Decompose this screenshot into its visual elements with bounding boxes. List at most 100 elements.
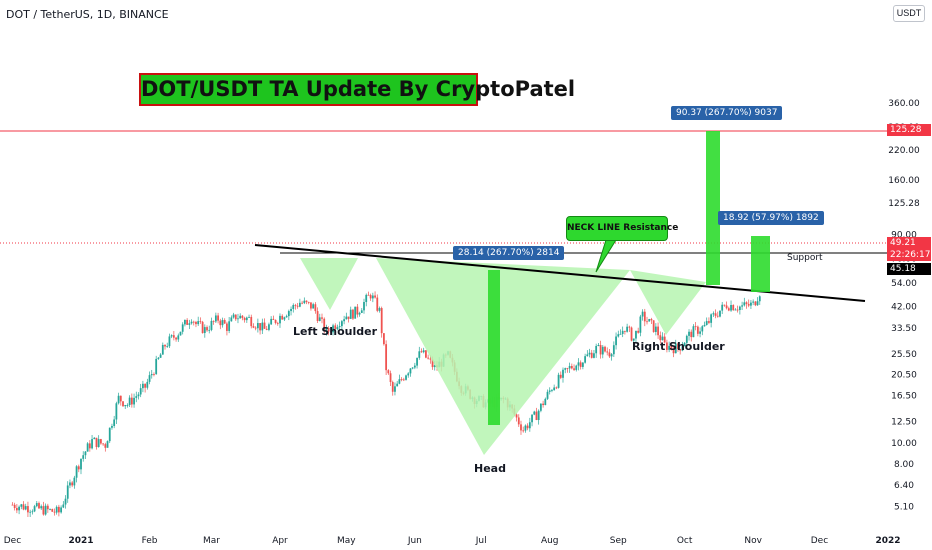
candle-body	[268, 324, 270, 330]
candle-body	[84, 451, 87, 456]
candle-body	[581, 362, 584, 367]
candle-body	[376, 297, 379, 311]
candle-body	[551, 390, 553, 391]
measure-tag-pattern: 28.14 (267.70%) 2814	[453, 246, 565, 260]
candle-body	[66, 485, 69, 499]
candle-body	[716, 315, 719, 317]
candle-body	[161, 344, 164, 355]
candle-body	[356, 306, 359, 315]
candle-body	[122, 401, 124, 407]
candle-body	[674, 343, 677, 354]
y-tick-label: 33.50	[891, 324, 917, 334]
candle-body	[290, 308, 292, 312]
candle-body	[281, 315, 284, 320]
candle-body	[701, 326, 704, 332]
candle-body	[126, 405, 129, 406]
target-price-label: 125.28	[887, 124, 931, 136]
candle-body	[285, 316, 288, 318]
candle-body	[546, 391, 549, 399]
candle-body	[526, 425, 529, 429]
candle-body	[237, 318, 239, 320]
candle-body	[604, 346, 606, 352]
candle-body	[18, 506, 20, 511]
candle-body	[292, 305, 295, 309]
candle-body	[369, 295, 372, 299]
candle-body	[15, 508, 18, 511]
candle-body	[261, 322, 264, 331]
candle-body	[696, 326, 699, 334]
y-tick-label: 90.00	[891, 231, 917, 241]
candle-body	[321, 317, 323, 319]
neck-callout-pointer	[595, 239, 617, 273]
candle-body	[758, 296, 761, 302]
candle-body	[409, 368, 412, 374]
candle-body	[327, 328, 330, 332]
candle-body	[539, 403, 542, 411]
candle-body	[323, 318, 326, 332]
candle-body	[349, 309, 352, 319]
candle-body	[128, 397, 131, 406]
candle-body	[102, 443, 105, 445]
x-tick-label: Dec	[4, 536, 21, 546]
candle-body	[283, 317, 286, 320]
countdown-label: 22:26:17	[887, 249, 931, 261]
candle-body	[661, 336, 664, 341]
time-axis: Dec 2021 Feb Mar Apr May Jun Jul Aug Sep Oct Nov Dec…	[4, 536, 901, 546]
candle-body	[314, 304, 317, 312]
x-tick-label: Apr	[272, 536, 288, 546]
candle-body	[628, 326, 631, 328]
candle-body	[142, 383, 144, 389]
candle-body	[230, 317, 233, 322]
candle-body	[679, 349, 682, 351]
candle-body	[639, 316, 642, 333]
neck-line-callout: NECK LINE Resistance	[566, 216, 678, 241]
candle-body	[391, 382, 394, 392]
candle-body	[80, 458, 82, 470]
candle-body	[750, 302, 752, 306]
candle-body	[13, 504, 16, 509]
y-tick-label: 220.00	[888, 146, 920, 156]
candle-body	[730, 305, 732, 311]
candle-body	[256, 323, 259, 329]
candle-body	[595, 345, 598, 354]
candle-body	[166, 346, 169, 347]
candle-body	[243, 317, 246, 321]
candle-body	[254, 327, 257, 329]
y-tick-label: 12.50	[891, 418, 917, 428]
candle-body	[124, 405, 127, 407]
candle-body	[710, 314, 713, 323]
left-shoulder-region	[300, 258, 358, 310]
candle-body	[197, 321, 200, 325]
support-label: Support	[787, 253, 823, 263]
candle-body	[570, 366, 573, 369]
candle-body	[615, 336, 617, 346]
measure-bar-pattern	[488, 270, 500, 425]
candle-body	[564, 368, 567, 370]
candle-body	[338, 326, 341, 328]
candle-body	[363, 302, 365, 311]
candle-body	[250, 316, 253, 327]
candle-body	[654, 326, 657, 332]
currency-badge[interactable]: USDT	[893, 5, 925, 22]
candle-body	[624, 330, 626, 332]
candle-body	[210, 320, 213, 330]
candle-body	[429, 358, 432, 360]
candle-body	[557, 374, 560, 388]
candle-body	[137, 394, 140, 397]
candle-body	[179, 331, 182, 336]
candle-body	[11, 504, 14, 506]
candle-body	[354, 306, 357, 319]
candle-body	[33, 506, 36, 512]
candle-body	[272, 318, 275, 320]
candle-body	[117, 395, 120, 404]
candle-body	[555, 387, 558, 389]
candle-body	[49, 509, 51, 510]
x-tick-label: Mar	[203, 536, 220, 546]
candle-body	[29, 511, 32, 513]
candle-body	[135, 396, 138, 398]
candle-body	[515, 414, 518, 418]
candle-body	[139, 388, 142, 395]
candle-body	[310, 302, 312, 309]
candle-body	[298, 302, 301, 307]
